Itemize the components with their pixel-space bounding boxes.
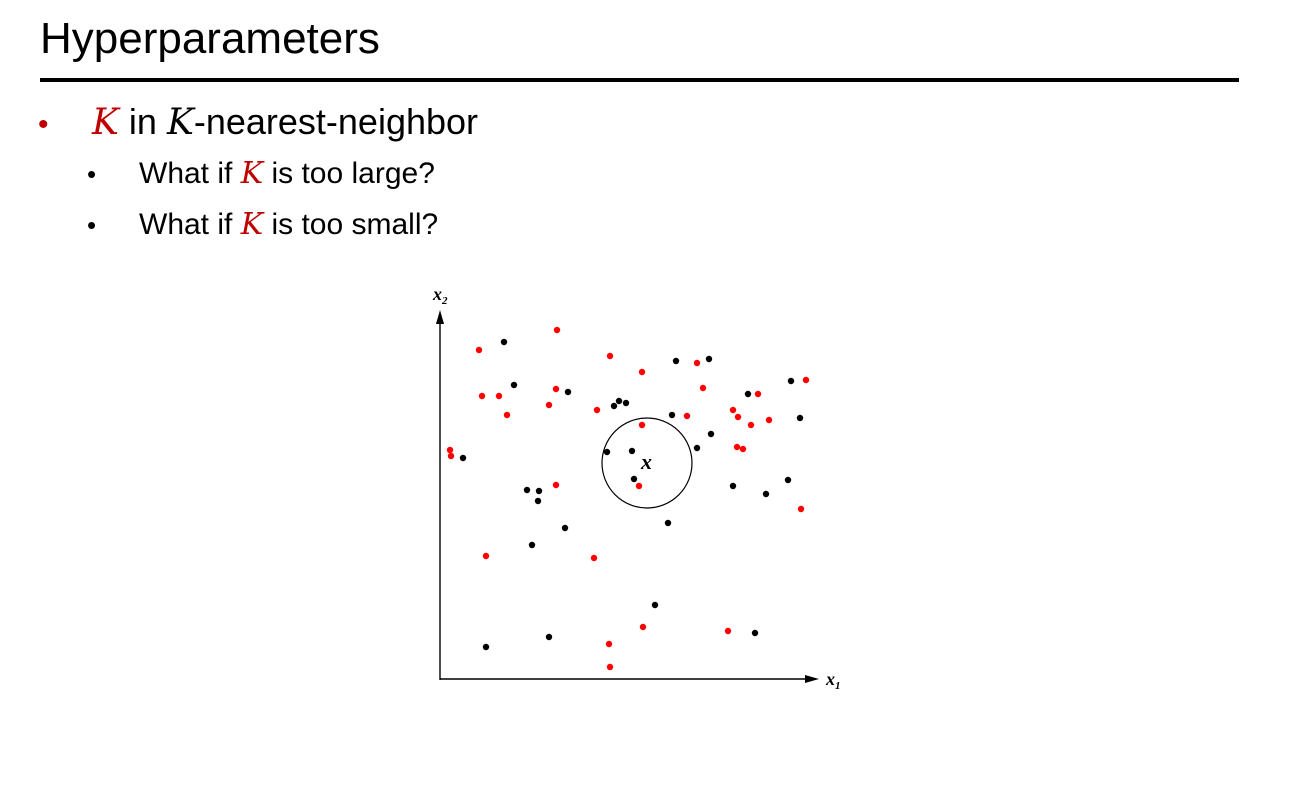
- data-point-black: [668, 411, 676, 419]
- data-point-red: [638, 421, 646, 429]
- data-point-black: [707, 430, 715, 438]
- data-point-red: [552, 481, 560, 489]
- data-point-red: [734, 413, 742, 421]
- data-point-red: [447, 452, 455, 460]
- data-point-red: [729, 406, 737, 414]
- y-axis-label: x2: [432, 284, 448, 307]
- data-point-red: [606, 352, 614, 360]
- data-point-red: [635, 482, 643, 490]
- data-point-black: [672, 357, 680, 365]
- data-point-red: [475, 346, 483, 354]
- data-point-black: [561, 524, 569, 532]
- sub-bullet-too-large: • What if K is too large?: [87, 156, 435, 191]
- data-point-black: [751, 629, 759, 637]
- knn-scatter-svg: x2 x1 x: [432, 284, 841, 692]
- data-point-red: [693, 359, 701, 367]
- data-point-black: [705, 355, 713, 363]
- data-point-black: [744, 390, 752, 398]
- data-point-red: [765, 416, 773, 424]
- bullet-text-rest: -nearest-neighbor: [193, 101, 479, 142]
- data-point-black: [762, 490, 770, 498]
- x-axis-arrow-icon: [805, 675, 819, 683]
- bullet-k-nearest-neighbor: • K in K-nearest-neighbor: [38, 101, 479, 143]
- data-point-red: [754, 390, 762, 398]
- data-point-black: [610, 402, 618, 410]
- data-point-red: [724, 627, 732, 635]
- data-point-black: [500, 338, 508, 346]
- data-point-red: [545, 401, 553, 409]
- data-point-black: [535, 487, 543, 495]
- data-point-red: [590, 554, 598, 562]
- data-point-black: [784, 476, 792, 484]
- black-class-points: [459, 338, 804, 651]
- data-point-black: [664, 519, 672, 527]
- data-point-red: [482, 552, 490, 560]
- data-point-red: [797, 505, 805, 513]
- data-point-red: [683, 412, 691, 420]
- k-symbol-black: K: [166, 102, 194, 143]
- data-point-black: [628, 447, 636, 455]
- query-point-label: x: [640, 449, 652, 474]
- x-axis-label: x1: [825, 669, 841, 692]
- slide-title: Hyperparameters: [40, 14, 380, 63]
- data-point-red: [553, 326, 561, 334]
- data-point-red: [802, 376, 810, 384]
- data-point-black: [651, 601, 659, 609]
- sub-bullet-prefix: What if: [139, 208, 241, 241]
- data-point-black: [459, 454, 467, 462]
- data-point-red: [552, 385, 560, 393]
- data-point-black: [729, 482, 737, 490]
- data-point-red: [733, 443, 741, 451]
- data-point-red: [503, 411, 511, 419]
- data-point-black: [528, 541, 536, 549]
- sub-bullet-suffix: is too small?: [263, 208, 439, 241]
- data-point-red: [639, 623, 647, 631]
- sub-bullet-suffix: is too large?: [263, 157, 435, 190]
- bullet-text: K in K-nearest-neighbor: [92, 101, 478, 143]
- data-point-black: [534, 497, 542, 505]
- data-point-black: [523, 486, 531, 494]
- sub-bullet-text: What if K is too large?: [139, 156, 435, 191]
- data-point-black: [564, 388, 572, 396]
- data-point-red: [478, 392, 486, 400]
- k-symbol: K: [92, 102, 119, 143]
- neighborhood-circle: [601, 417, 693, 509]
- data-point-black: [796, 414, 804, 422]
- data-point-black: [510, 381, 518, 389]
- data-point-black: [545, 633, 553, 641]
- k-symbol: K: [240, 207, 264, 242]
- knn-scatter-figure: x2 x1 x: [415, 280, 865, 700]
- k-symbol: K: [240, 156, 264, 191]
- sub-bullet-text: What if K is too small?: [139, 207, 438, 242]
- data-point-red: [446, 446, 454, 454]
- data-point-red: [593, 406, 601, 414]
- sub-bullet-too-small: • What if K is too small?: [87, 207, 439, 242]
- data-point-red: [605, 640, 613, 648]
- bullet-text-in: in: [118, 101, 167, 142]
- data-point-red: [699, 384, 707, 392]
- data-point-red: [606, 663, 614, 671]
- data-point-black: [622, 399, 630, 407]
- red-class-points: [446, 326, 810, 671]
- data-point-black: [482, 643, 490, 651]
- sub-bullet-prefix: What if: [139, 157, 241, 190]
- data-point-black: [615, 397, 623, 405]
- y-axis-arrow-icon: [436, 310, 444, 324]
- data-point-black: [787, 377, 795, 385]
- data-point-black: [693, 444, 701, 452]
- data-point-red: [495, 392, 503, 400]
- data-point-red: [739, 445, 747, 453]
- data-point-black: [630, 475, 638, 483]
- data-point-red: [638, 368, 646, 376]
- data-point-black: [603, 448, 611, 456]
- data-point-red: [747, 421, 755, 429]
- title-divider: [40, 78, 1239, 82]
